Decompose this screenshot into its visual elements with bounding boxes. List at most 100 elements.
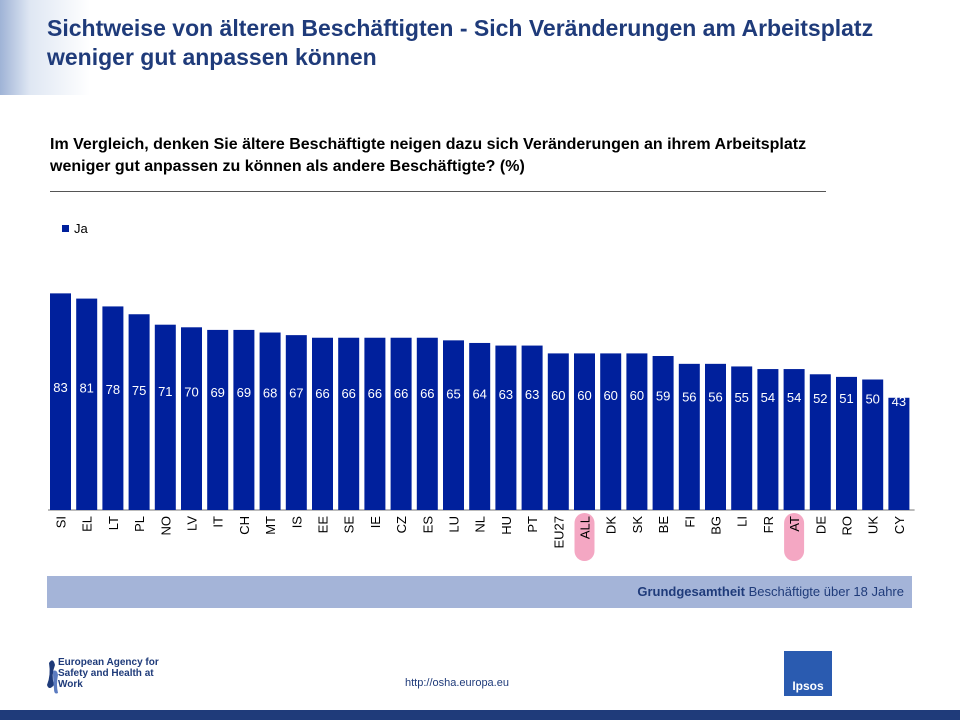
bar [154,324,176,510]
data-label: 56 [708,389,722,404]
bar [678,363,700,510]
bar [416,337,438,510]
ipsos-label: Ipsos [792,679,824,693]
tick-label: LV [185,516,200,531]
bar [364,337,386,510]
bar [862,379,884,510]
data-label: 70 [184,385,198,400]
data-label: 65 [446,386,460,401]
bar [312,337,333,510]
bar-chart: 83 SI 81 EL 78 LT 75 PL 71 NO 70 LV 69 IT 69 CH 68 MT 67 IS… [48,293,915,561]
legend-label: Ja [74,221,88,236]
bar [731,366,753,510]
data-label: 60 [630,388,644,403]
tick-label: EU27 [551,516,566,549]
bar [102,306,124,510]
data-label: 51 [839,391,853,406]
question-divider [50,191,826,192]
tick-label: FI [682,516,697,528]
ipsos-logo-icon: Ipsos [784,651,832,696]
bar [285,335,307,510]
tick-label: BG [709,516,724,535]
data-label: 55 [734,390,748,405]
tick-label: PL [132,516,147,532]
bar [181,327,202,510]
tick-label: IT [211,516,226,528]
survey-question: Im Vergleich, denken Sie ältere Beschäft… [50,136,807,175]
tick-label: CZ [394,516,409,533]
tick-label: CY [892,516,907,534]
data-label: 66 [368,386,382,401]
data-label: 59 [656,388,670,403]
base-text: Beschäftigte über 18 Jahre [748,584,904,599]
base-footnote: Grundgesamtheit Beschäftigte über 18 Jah… [637,584,904,599]
tick-label: LU [447,516,462,533]
bottom-band [0,710,960,720]
data-label: 67 [289,386,303,401]
header-band [0,0,960,95]
bar [705,363,726,510]
bar [338,337,360,510]
bar [495,345,517,510]
highlight-pill [574,513,595,561]
data-label: 54 [761,390,775,405]
base-footnote-bar: Grundgesamtheit Beschäftigte über 18 Jah… [47,576,912,608]
data-label: 66 [315,386,329,401]
data-label: 75 [132,383,146,398]
data-label: 69 [237,385,251,400]
data-label: 60 [577,388,591,403]
data-label: 66 [341,386,355,401]
tick-label: PT [525,516,540,533]
base-label: Grundgesamtheit [637,584,745,599]
data-label: 63 [499,387,513,402]
data-label: 81 [79,381,93,396]
data-label: 66 [394,386,408,401]
bar [76,298,98,510]
bar [600,353,622,510]
bar [443,340,464,510]
data-label: 68 [263,385,277,400]
bar [626,353,648,510]
tick-label: BE [656,516,671,534]
data-label: 43 [892,394,906,409]
tick-label: LT [106,516,121,530]
data-label: 50 [865,392,879,407]
footer-url[interactable]: http://osha.europa.eu [405,677,509,689]
tick-label: LI [735,516,750,527]
data-label: 83 [53,380,67,395]
tick-label: FR [761,516,776,533]
data-label: 60 [551,388,565,403]
page-title: Sichtweise von älteren Beschäftigten - S… [47,15,874,70]
agency-name: European Agency for Safety and Health at… [58,657,159,690]
tick-label: SE [342,516,357,534]
data-label: 63 [525,387,539,402]
bar [574,353,595,510]
tick-label: NL [473,516,488,533]
tick-label: AT [787,516,802,532]
data-label: 64 [472,387,486,402]
legend-swatch [62,225,69,232]
tick-label: IS [289,516,304,529]
tick-label: DE [813,516,828,534]
highlight-pill [784,513,805,561]
tick-label: NO [158,516,173,536]
tick-label: EL [80,516,95,532]
data-label: 54 [787,390,801,405]
tick-label: UK [866,516,881,534]
tick-label: CH [237,516,252,535]
bar [521,345,543,510]
data-label: 52 [813,391,827,406]
bar [469,342,491,510]
bar [50,293,71,510]
bar [783,369,805,510]
tick-label: RO [840,516,855,536]
bar [128,314,150,510]
bar [259,332,281,510]
bar [207,329,229,510]
tick-label: SK [630,516,645,534]
tick-label: HU [499,516,514,535]
tick-label: ALL [578,516,593,539]
eu-osha-logo-icon [47,660,58,694]
data-label: 56 [682,389,696,404]
data-label: 69 [210,385,224,400]
